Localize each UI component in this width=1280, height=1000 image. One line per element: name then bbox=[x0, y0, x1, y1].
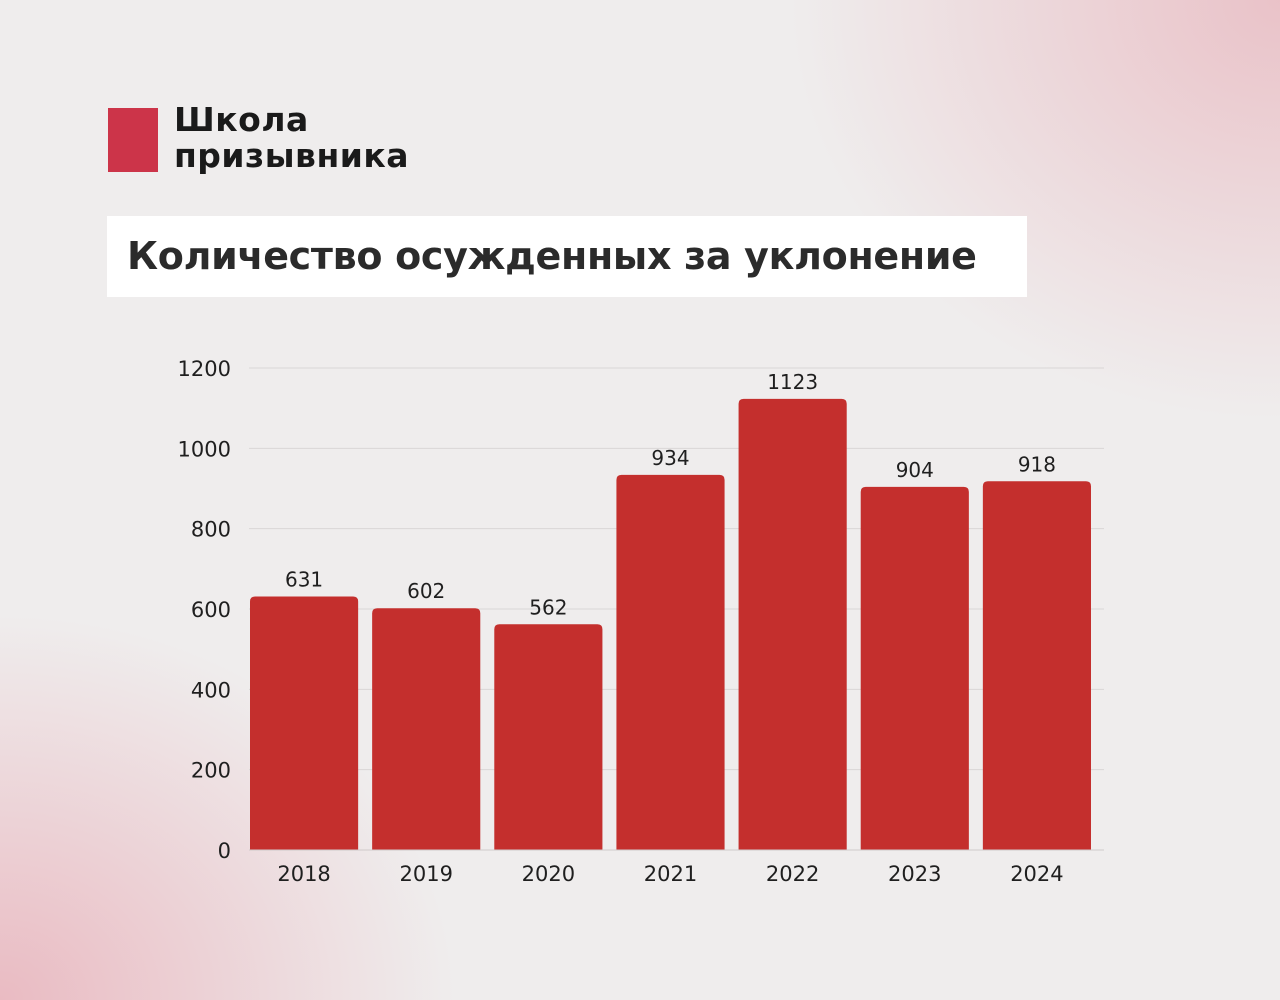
y-tick-label: 1200 bbox=[178, 357, 231, 381]
y-tick-label: 1000 bbox=[178, 437, 231, 461]
bar-2019 bbox=[372, 608, 481, 850]
x-tick-label-2019: 2019 bbox=[399, 862, 452, 886]
y-tick-label: 0 bbox=[218, 839, 231, 863]
data-label-2024: 918 bbox=[1018, 452, 1056, 476]
bar-2021 bbox=[616, 474, 725, 850]
data-label-2020: 562 bbox=[529, 595, 567, 619]
x-tick-label-2022: 2022 bbox=[766, 862, 819, 886]
x-tick-label-2023: 2023 bbox=[888, 862, 941, 886]
x-axis: 2018 2019 2020 2021 2022 2023 2024 bbox=[249, 849, 1104, 886]
y-tick-label: 600 bbox=[191, 598, 231, 622]
bar-2024 bbox=[982, 481, 1091, 850]
brand-name: Школа призывника bbox=[174, 102, 409, 174]
data-label-2022: 1123 bbox=[767, 370, 818, 394]
y-axis: 0 200 400 600 800 1000 1200 bbox=[178, 357, 231, 863]
y-tick-label: 200 bbox=[191, 759, 231, 783]
data-label-2018: 631 bbox=[285, 568, 323, 592]
chart-title-box: Количество осужденных за уклонение bbox=[107, 216, 1027, 297]
chart-title: Количество осужденных за уклонение bbox=[127, 234, 977, 278]
bar-2020 bbox=[494, 624, 603, 850]
data-labels: 631 602 562 934 1123 904 918 bbox=[285, 370, 1056, 619]
y-tick-label: 400 bbox=[191, 678, 231, 702]
x-tick-label-2021: 2021 bbox=[644, 862, 697, 886]
bar-2022 bbox=[738, 398, 847, 850]
logo-square-icon bbox=[108, 108, 158, 172]
data-label-2019: 602 bbox=[407, 579, 445, 603]
brand-name-line1: Школа bbox=[174, 100, 309, 139]
bar-2023 bbox=[860, 486, 969, 850]
bars bbox=[250, 398, 1091, 850]
brand-name-line2: призывника bbox=[174, 136, 410, 175]
data-label-2023: 904 bbox=[896, 458, 934, 482]
x-tick-label-2024: 2024 bbox=[1010, 862, 1063, 886]
data-label-2021: 934 bbox=[651, 446, 689, 470]
bar-2018 bbox=[250, 596, 359, 850]
x-tick-label-2018: 2018 bbox=[277, 862, 330, 886]
y-tick-label: 800 bbox=[191, 518, 231, 542]
x-tick-label-2020: 2020 bbox=[522, 862, 575, 886]
